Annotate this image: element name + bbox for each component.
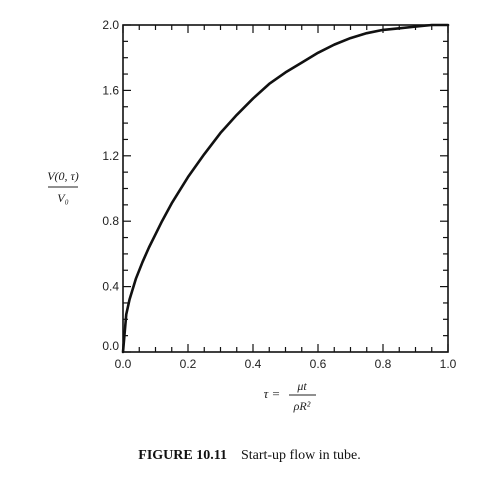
y-axis-label-denominator: V₀ <box>57 191 69 205</box>
x-tick-label: 0.6 <box>310 357 327 371</box>
y-tick-label: 2.0 <box>102 18 119 32</box>
y-tick-label: 0.0 <box>102 339 119 353</box>
x-axis-label-denominator: ρR² <box>293 399 311 413</box>
x-tick-label: 1.0 <box>440 357 457 371</box>
chart: 0.0 0.2 0.4 0.6 0.8 1.0 0.0 0.4 0.8 1.2 1.6 2.0 V(0… <box>47 18 456 413</box>
figure-caption: FIGURE 10.11 Start-up flow in tube. <box>0 448 499 464</box>
x-tick-label: 0.4 <box>245 357 262 371</box>
y-tick-label: 1.6 <box>102 83 119 97</box>
figure-caption-text: Start-up flow in tube. <box>240 448 361 463</box>
x-tick-label: 0.0 <box>115 357 132 371</box>
x-axis-label-prefix: τ = <box>264 386 281 401</box>
y-axis-label: V(0, τ) V₀ <box>47 169 79 205</box>
velocity-curve <box>121 23 450 354</box>
x-axis-label-numerator: μt <box>296 379 307 393</box>
x-tick-label: 0.8 <box>375 357 392 371</box>
tick-marks <box>122 24 449 353</box>
x-tick-label: 0.2 <box>180 357 197 371</box>
y-tick-label: 0.4 <box>102 280 119 294</box>
y-axis-label-numerator: V(0, τ) <box>47 169 79 183</box>
y-tick-label: 0.8 <box>102 214 119 228</box>
plot-frame <box>122 24 449 353</box>
figure-number: FIGURE 10.11 <box>138 448 227 463</box>
tick-labels: 0.0 0.2 0.4 0.6 0.8 1.0 0.0 0.4 0.8 1.2 1.6 2.0 <box>102 18 456 371</box>
y-tick-label: 1.2 <box>102 149 119 163</box>
x-axis-label: τ = μt ρR² <box>264 379 316 413</box>
